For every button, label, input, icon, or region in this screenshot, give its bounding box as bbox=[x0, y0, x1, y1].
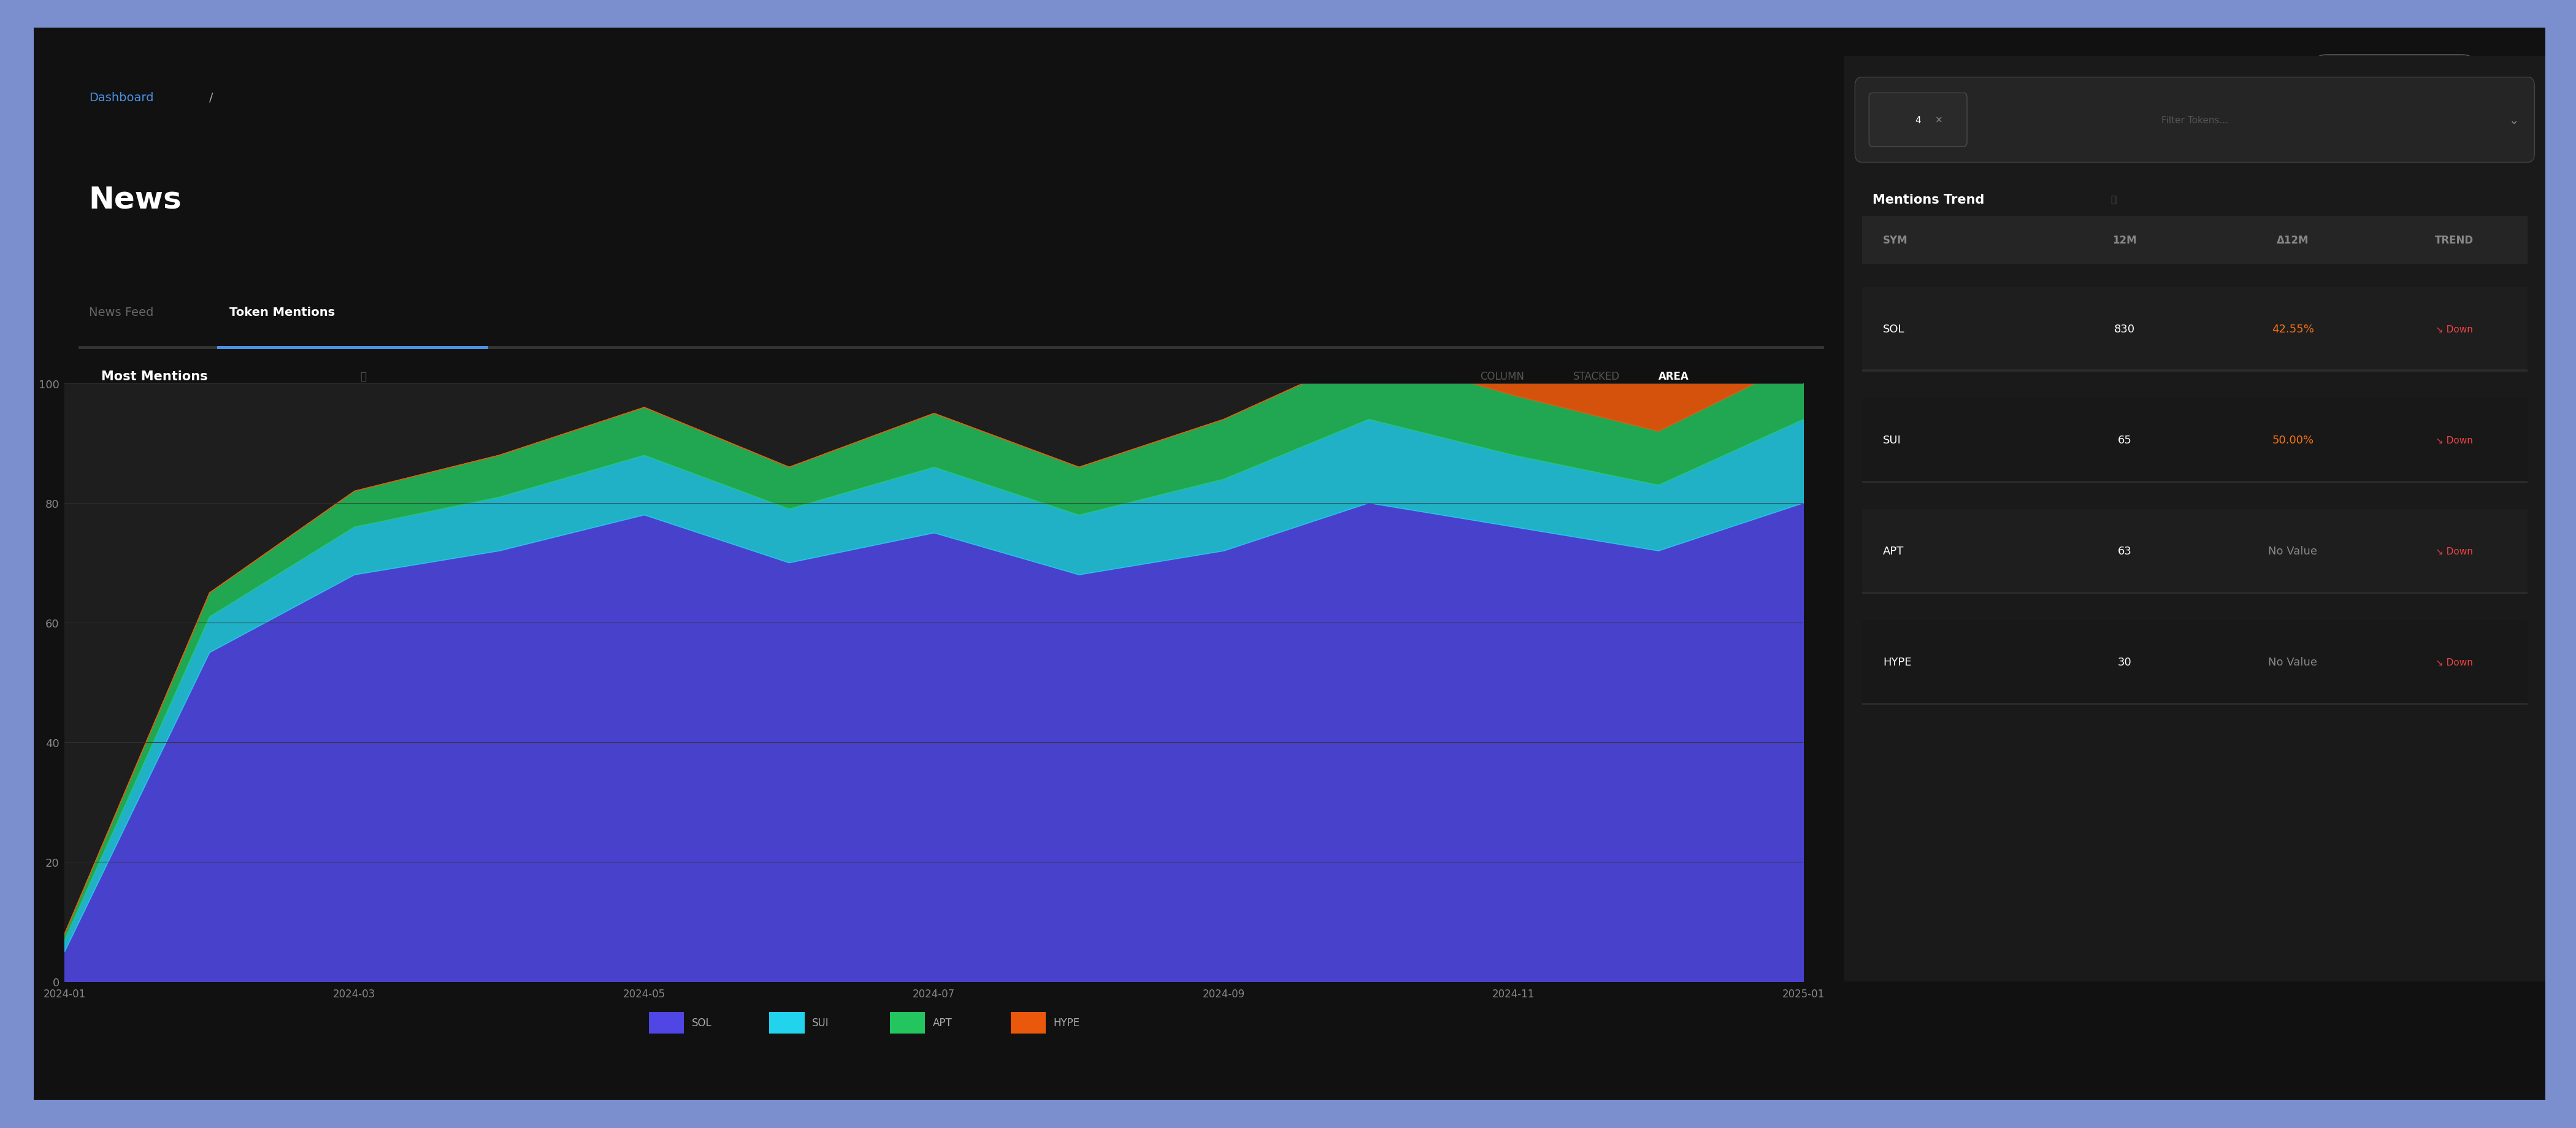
Text: 63: 63 bbox=[2117, 546, 2133, 557]
Text: No Value: No Value bbox=[2269, 656, 2318, 668]
Text: Δ12M: Δ12M bbox=[2277, 235, 2308, 246]
Text: HI-IMPACT: HI-IMPACT bbox=[2226, 173, 2280, 182]
Text: 50.00%: 50.00% bbox=[2272, 434, 2313, 446]
Text: HYPE: HYPE bbox=[1054, 1017, 1079, 1028]
Text: TREND: TREND bbox=[2434, 235, 2473, 246]
Text: SUI: SUI bbox=[811, 1017, 829, 1028]
Text: No Value: No Value bbox=[2269, 546, 2318, 557]
FancyBboxPatch shape bbox=[1862, 592, 2527, 593]
FancyBboxPatch shape bbox=[1862, 510, 2527, 593]
FancyBboxPatch shape bbox=[1870, 94, 1968, 147]
FancyBboxPatch shape bbox=[1922, 148, 2066, 206]
Text: 1D: 1D bbox=[1999, 77, 2014, 87]
Text: News Feed: News Feed bbox=[88, 307, 155, 318]
FancyBboxPatch shape bbox=[770, 1012, 804, 1033]
Text: 90D: 90D bbox=[2287, 77, 2311, 87]
Text: ↘ Down: ↘ Down bbox=[2434, 325, 2473, 334]
FancyBboxPatch shape bbox=[2316, 55, 2473, 146]
Text: BEARISH: BEARISH bbox=[2097, 173, 2143, 182]
FancyBboxPatch shape bbox=[2048, 148, 2192, 206]
Text: HYPE: HYPE bbox=[1883, 656, 1911, 668]
Text: QTD: QTD bbox=[2290, 121, 2308, 129]
Text: ⓘ: ⓘ bbox=[361, 371, 366, 382]
Text: ×: × bbox=[1935, 116, 1942, 125]
FancyBboxPatch shape bbox=[80, 346, 1824, 350]
FancyBboxPatch shape bbox=[649, 1012, 685, 1033]
FancyBboxPatch shape bbox=[1010, 1012, 1046, 1033]
Text: EX-MAJORS: EX-MAJORS bbox=[2375, 173, 2434, 182]
Text: TODAY: TODAY bbox=[1994, 121, 2022, 129]
FancyBboxPatch shape bbox=[1862, 398, 2527, 482]
FancyBboxPatch shape bbox=[1862, 620, 2527, 704]
FancyBboxPatch shape bbox=[1862, 481, 2527, 483]
Text: ↘ Down: ↘ Down bbox=[2434, 547, 2473, 556]
Text: AREA: AREA bbox=[1659, 371, 1690, 382]
Text: Most Mentions: Most Mentions bbox=[100, 370, 209, 382]
Text: 12M: 12M bbox=[2112, 235, 2138, 246]
Text: ⌄: ⌄ bbox=[2509, 114, 2519, 126]
Text: 7D: 7D bbox=[2099, 77, 2115, 87]
Text: 30D: 30D bbox=[2192, 77, 2215, 87]
Text: Dashboard: Dashboard bbox=[88, 92, 155, 104]
Text: 65: 65 bbox=[2117, 434, 2133, 446]
Text: STACKED: STACKED bbox=[1574, 371, 1620, 382]
Text: YTD: YTD bbox=[2385, 121, 2403, 129]
Text: SOL: SOL bbox=[1883, 324, 1904, 335]
Text: /: / bbox=[209, 92, 214, 104]
Text: ⓘ: ⓘ bbox=[2110, 195, 2117, 204]
Text: Mentions Trend: Mentions Trend bbox=[1873, 194, 1984, 206]
Text: Filter Tokens...: Filter Tokens... bbox=[2161, 116, 2228, 125]
FancyBboxPatch shape bbox=[2313, 148, 2494, 206]
FancyBboxPatch shape bbox=[1855, 78, 2535, 162]
FancyBboxPatch shape bbox=[1862, 288, 2527, 371]
Text: 42.55%: 42.55% bbox=[2272, 324, 2313, 335]
FancyBboxPatch shape bbox=[889, 1012, 925, 1033]
Text: 4: 4 bbox=[1914, 116, 1922, 125]
Text: SYM: SYM bbox=[1883, 235, 1909, 246]
Text: APT: APT bbox=[1883, 546, 1904, 557]
Text: SOL: SOL bbox=[690, 1017, 711, 1028]
Text: ↘ Down: ↘ Down bbox=[2434, 435, 2473, 444]
FancyBboxPatch shape bbox=[1862, 370, 2527, 372]
FancyBboxPatch shape bbox=[1862, 703, 2527, 705]
FancyBboxPatch shape bbox=[216, 346, 487, 350]
Text: ↘ Down: ↘ Down bbox=[2434, 658, 2473, 667]
Text: BULLISH: BULLISH bbox=[1971, 173, 2017, 182]
Text: 30: 30 bbox=[2117, 656, 2133, 668]
Text: APT: APT bbox=[933, 1017, 953, 1028]
Text: SUI: SUI bbox=[1883, 434, 1901, 446]
FancyBboxPatch shape bbox=[1862, 217, 2527, 264]
Text: COLUMN: COLUMN bbox=[1481, 371, 1525, 382]
Text: 830: 830 bbox=[2115, 324, 2136, 335]
FancyBboxPatch shape bbox=[2174, 148, 2334, 206]
Text: WTD: WTD bbox=[2097, 121, 2117, 129]
Text: 12M: 12M bbox=[2380, 77, 2409, 87]
Text: Token Mentions: Token Mentions bbox=[229, 307, 335, 318]
Text: MTD: MTD bbox=[2195, 121, 2213, 129]
Text: News: News bbox=[88, 185, 183, 214]
